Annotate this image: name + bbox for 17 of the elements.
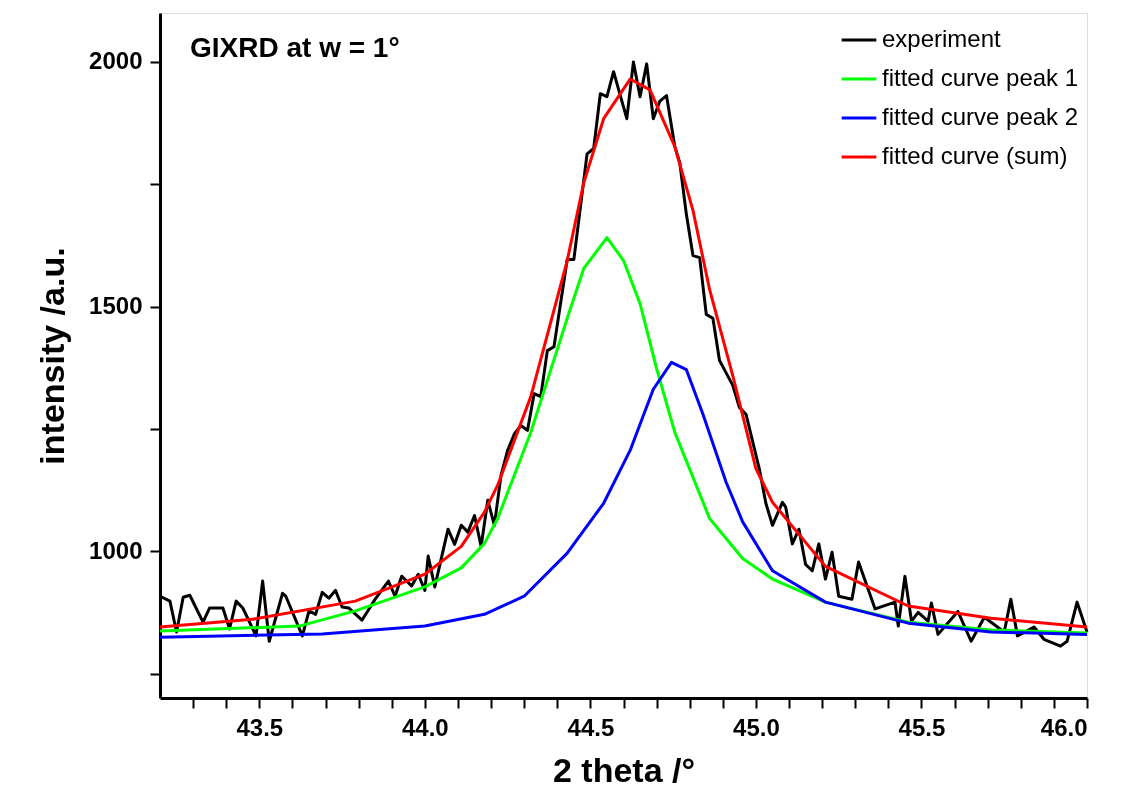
legend-label: fitted curve (sum): [882, 142, 1068, 169]
x-tick-label: 46.0: [1040, 713, 1088, 741]
x-tick-label: 43.5: [236, 713, 284, 741]
legend-label: fitted curve peak 1: [882, 64, 1079, 91]
legend-label: experiment: [882, 25, 1002, 52]
x-axis-title: 2 theta /°: [552, 750, 696, 789]
line-series: [158, 360, 1089, 639]
y-tick-label: 2000: [89, 47, 143, 75]
y-tick-label: 1000: [89, 536, 143, 564]
y-axis-title: intensity /a.u.: [33, 247, 72, 465]
y-tick-label: 1500: [89, 292, 143, 320]
x-tick-label: 45.0: [733, 713, 780, 741]
text: GIXRD at w = 1°: [190, 32, 400, 63]
legend-label: fitted curve peak 2: [882, 103, 1079, 130]
x-tick-label: 44.5: [567, 713, 615, 741]
x-tick-label: 44.0: [402, 713, 449, 741]
x-tick-label: 45.5: [898, 713, 946, 741]
